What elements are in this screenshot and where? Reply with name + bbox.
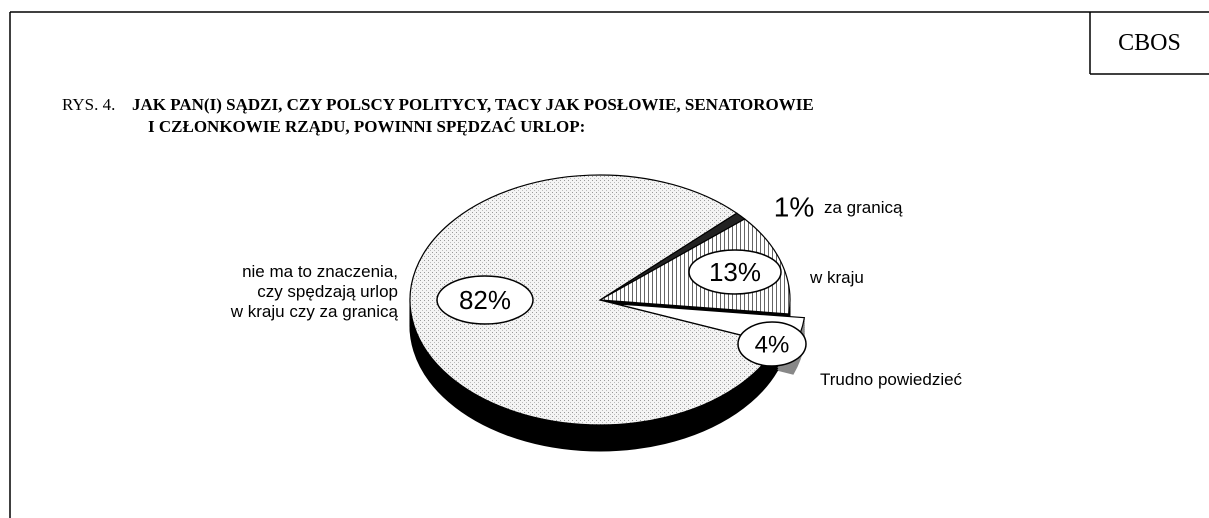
value-label: 82% [459,285,511,315]
category-label: Trudno powiedzieć [820,370,963,389]
label-bubble [737,321,807,367]
chart-title: JAK PAN(I) SĄDZI, CZY POLSCY POLITYCY, T… [132,95,814,136]
value-label: 4% [755,331,790,358]
figure-label: RYS. 4. [62,95,116,114]
source: CBOS [1118,30,1181,56]
label-bubble [436,275,534,325]
value-label: 13% [709,257,761,287]
category-label: za granicą [824,198,903,217]
category-label: w kraju [810,268,864,287]
label-bubble [688,249,782,295]
value-label: 1% [774,191,814,222]
category-label: nie ma to znaczenia, czy spędzają urlop … [230,262,398,321]
slice [409,174,779,426]
